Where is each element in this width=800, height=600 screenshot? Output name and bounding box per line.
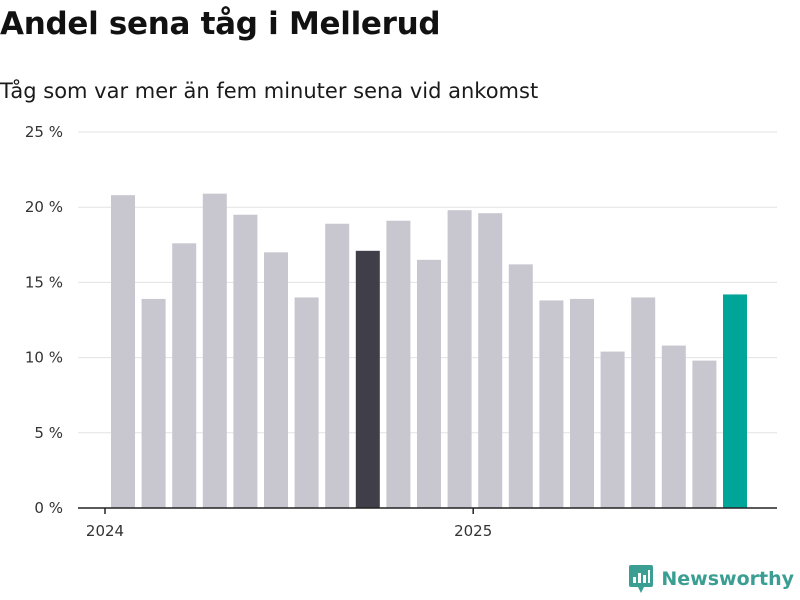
bar xyxy=(111,195,135,508)
bar xyxy=(539,300,564,508)
chart-subtitle: Tåg som var mer än fem minuter sena vid … xyxy=(0,79,539,103)
x-tick-label: 2025 xyxy=(454,522,492,540)
y-tick-label: 15 % xyxy=(25,273,63,291)
bar xyxy=(386,220,411,508)
y-tick-label: 0 % xyxy=(34,499,63,517)
bar xyxy=(294,297,319,508)
bar xyxy=(570,298,594,508)
bar xyxy=(478,213,503,508)
bar xyxy=(723,294,747,508)
axes: 0 % 5 % 10 % 15 % 20 % 25 % 2024 2025 xyxy=(25,123,777,540)
bar xyxy=(417,259,441,508)
newsworthy-logo: Newsworthy xyxy=(628,564,794,594)
bar xyxy=(202,193,227,508)
bar xyxy=(661,345,686,508)
brand-name: Newsworthy xyxy=(661,568,794,590)
bar xyxy=(233,214,258,508)
newsworthy-icon xyxy=(629,565,654,593)
bar xyxy=(692,360,717,508)
y-tick-label: 10 % xyxy=(25,349,63,367)
bar xyxy=(264,252,288,508)
bar xyxy=(141,298,166,508)
bar-chart: 0 % 5 % 10 % 15 % 20 % 25 % 2024 2025 xyxy=(25,123,777,540)
chart-title: Andel sena tåg i Mellerud xyxy=(0,6,441,42)
bar xyxy=(600,351,625,508)
bar xyxy=(325,223,350,508)
bar xyxy=(631,297,656,508)
bar xyxy=(447,210,472,508)
bar xyxy=(508,264,533,508)
bar xyxy=(172,243,197,508)
x-tick-label: 2024 xyxy=(86,522,124,540)
y-tick-label: 25 % xyxy=(25,123,63,141)
bar xyxy=(355,250,380,509)
y-tick-label: 20 % xyxy=(25,198,63,216)
y-tick-label: 5 % xyxy=(34,424,63,442)
bars xyxy=(111,193,747,509)
